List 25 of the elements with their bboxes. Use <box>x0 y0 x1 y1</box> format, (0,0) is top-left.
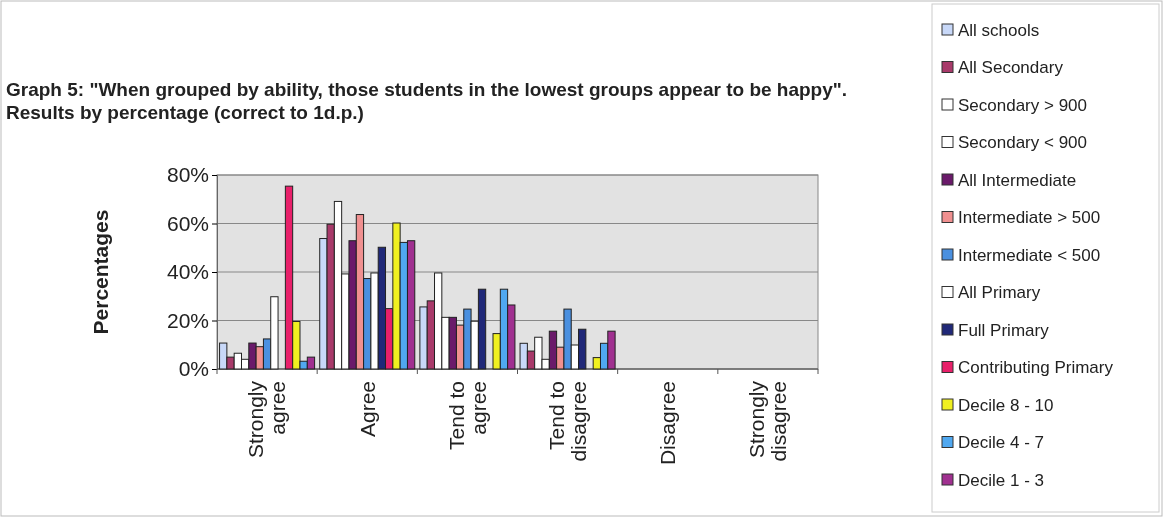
legend-label: Secondary > 900 <box>958 95 1088 115</box>
y-axis-title: Percentages <box>89 209 112 335</box>
legend-label: Decile 8 - 10 <box>958 395 1054 415</box>
legend-label: Intermediate > 500 <box>958 208 1101 228</box>
y-tick-label: 40% <box>166 260 209 284</box>
legend-label: All Secondary <box>958 58 1064 78</box>
legend-label: Intermediate < 500 <box>958 245 1101 265</box>
legend-label: Full Primary <box>958 320 1050 340</box>
legend-label: All Primary <box>958 283 1041 303</box>
x-tick-label: Strongly disagree <box>745 380 791 462</box>
x-tick-label: Agree <box>355 381 379 438</box>
legend-label: Decile 1 - 3 <box>958 470 1044 490</box>
x-tick-label: Tend to agree <box>444 381 490 450</box>
y-tick-label: 60% <box>166 211 209 235</box>
legend-label: All Intermediate <box>958 170 1077 190</box>
legend-label: Contributing Primary <box>958 358 1114 378</box>
y-tick-label: 80% <box>166 163 209 187</box>
x-tick-label: Strongly agree <box>244 380 290 459</box>
legend-label: All schools <box>958 20 1040 40</box>
y-tick-label: 0% <box>178 357 209 381</box>
x-tick-label: Disagree <box>656 381 680 466</box>
chart-title: Graph 5: "When grouped by ability, those students in the lowest groups appear to be happy". Results by percentage (correct to 1d.p.) <box>6 79 853 124</box>
legend-label: Secondary < 900 <box>958 133 1088 153</box>
legend-label: Decile 4 - 7 <box>958 433 1044 453</box>
y-tick-label: 20% <box>166 308 209 332</box>
